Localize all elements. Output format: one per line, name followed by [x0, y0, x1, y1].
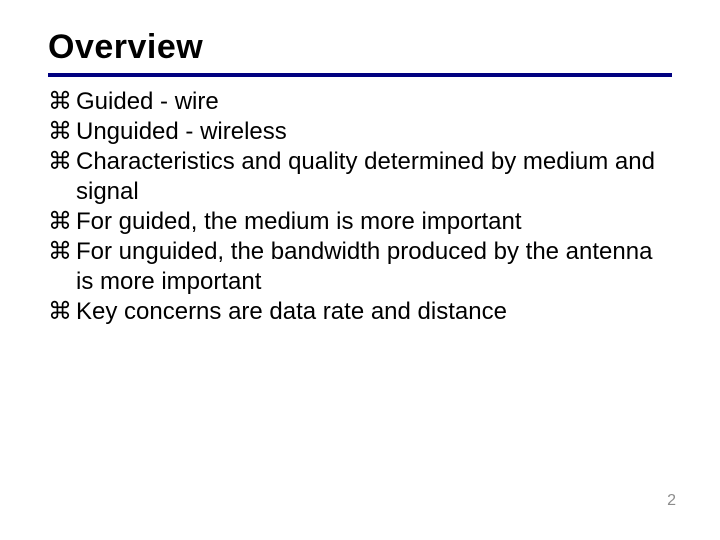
bullet-text: For unguided, the bandwidth produced by … [76, 238, 652, 295]
bullet-icon: ⌘ [48, 297, 72, 327]
list-item: ⌘ For guided, the medium is more importa… [48, 207, 672, 237]
list-item: ⌘ Characteristics and quality determined… [48, 147, 672, 207]
bullet-icon: ⌘ [48, 87, 72, 117]
page-number: 2 [667, 492, 676, 510]
list-item: ⌘ Guided - wire [48, 87, 672, 117]
bullet-text: Key concerns are data rate and distance [76, 298, 507, 325]
bullet-icon: ⌘ [48, 117, 72, 147]
list-item: ⌘ Unguided - wireless [48, 117, 672, 147]
title-underline [48, 73, 672, 77]
list-item: ⌘ For unguided, the bandwidth produced b… [48, 237, 672, 297]
bullet-text: Guided - wire [76, 88, 219, 115]
bullet-icon: ⌘ [48, 207, 72, 237]
bullet-text: Characteristics and quality determined b… [76, 148, 655, 205]
bullet-icon: ⌘ [48, 237, 72, 267]
slide: Overview ⌘ Guided - wire ⌘ Unguided - wi… [0, 0, 720, 540]
bullet-icon: ⌘ [48, 147, 72, 177]
list-item: ⌘ Key concerns are data rate and distanc… [48, 297, 672, 327]
bullet-list: ⌘ Guided - wire ⌘ Unguided - wireless ⌘ … [48, 87, 672, 327]
bullet-text: Unguided - wireless [76, 118, 287, 145]
bullet-text: For guided, the medium is more important [76, 208, 522, 235]
slide-title: Overview [48, 28, 672, 67]
